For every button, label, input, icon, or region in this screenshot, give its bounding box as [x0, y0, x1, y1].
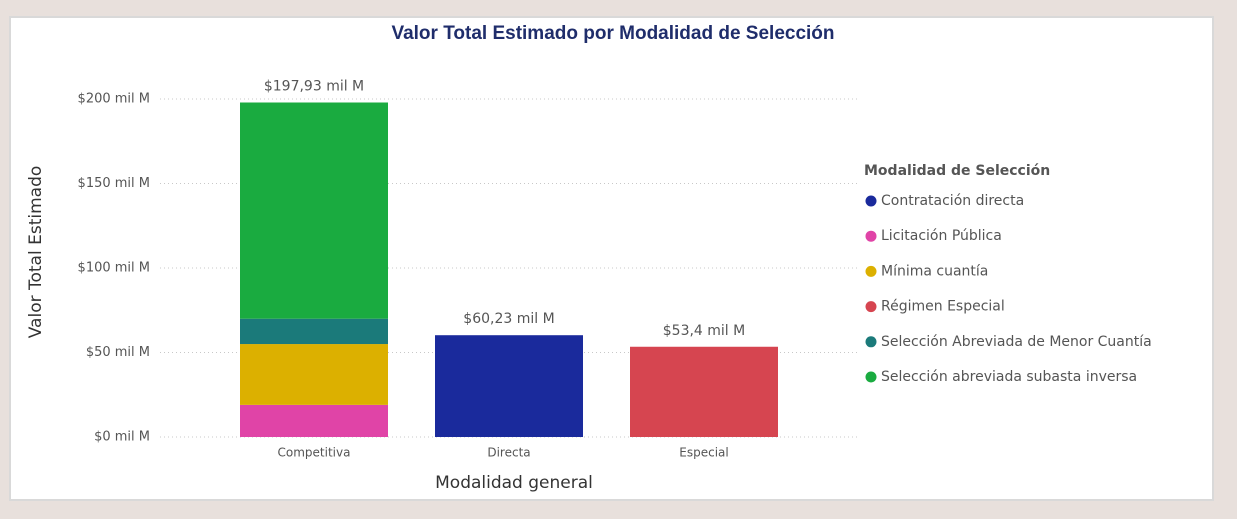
bar-segment: [240, 318, 388, 345]
chart-title: Valor Total Estimado por Modalidad de Se…: [391, 23, 834, 44]
legend-label: Licitación Pública: [881, 228, 1002, 244]
y-tick-label: $100 mil M: [78, 261, 150, 276]
x-axis-title: Modalidad general: [435, 473, 593, 493]
card: [9, 16, 1214, 501]
legend-marker: [865, 265, 877, 277]
y-tick-label: $150 mil M: [78, 176, 150, 191]
y-tick-label: $50 mil M: [86, 345, 150, 360]
legend-label: Mínima cuantía: [881, 263, 988, 279]
total-label: $197,93 mil M: [264, 78, 364, 94]
y-tick-label: $0 mil M: [94, 430, 150, 445]
legend-marker: [865, 336, 877, 348]
legend-label: Selección Abreviada de Menor Cuantía: [881, 334, 1152, 350]
legend-title: Modalidad de Selección: [864, 163, 1050, 179]
y-axis-title: Valor Total Estimado: [26, 166, 46, 339]
legend-marker: [865, 301, 877, 313]
bar-segment: [240, 344, 388, 405]
bar-segment: [240, 404, 388, 437]
total-label: $60,23 mil M: [463, 311, 554, 327]
x-tick-label: Directa: [487, 446, 530, 460]
bar-segment: [435, 335, 583, 437]
y-tick-label: $200 mil M: [78, 92, 150, 107]
bar-segment: [240, 102, 388, 319]
legend-marker: [865, 195, 877, 207]
legend-label: Selección abreviada subasta inversa: [881, 369, 1137, 385]
legend-label: Régimen Especial: [881, 299, 1005, 315]
legend-label: Contratación directa: [881, 193, 1024, 209]
x-tick-label: Especial: [679, 446, 728, 460]
total-label: $53,4 mil M: [663, 323, 745, 339]
legend-marker: [865, 230, 877, 242]
x-tick-label: Competitiva: [278, 446, 351, 460]
legend-marker: [865, 371, 877, 383]
bar-segment: [630, 346, 778, 437]
